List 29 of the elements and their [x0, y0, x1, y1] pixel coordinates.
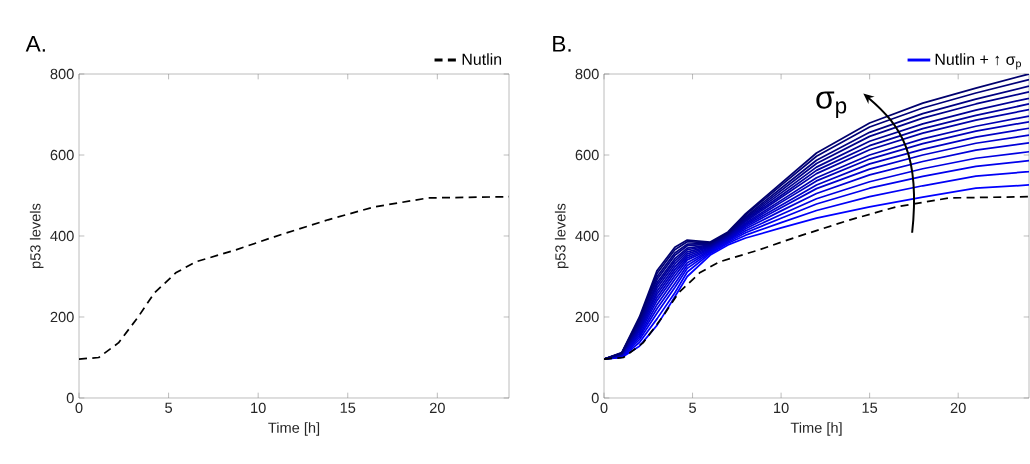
y-tick-label: 800 — [50, 68, 74, 80]
x-tick-label: 0 — [75, 402, 83, 414]
y-tick-label: 0 — [591, 392, 599, 404]
y-tick-label: 800 — [575, 68, 599, 80]
x-tick-label: 20 — [950, 402, 966, 414]
legend-label: Nutlin — [462, 53, 502, 65]
x-tick-label: 5 — [689, 402, 696, 413]
x-tick-label: 15 — [862, 402, 878, 413]
x-tick-label: 0 — [600, 402, 608, 414]
y-tick-label: 200 — [50, 311, 74, 323]
annotation: σ$_{p}$ — [816, 91, 847, 118]
x-tick-label: 10 — [774, 402, 789, 414]
y-axis-title: p53 levels — [554, 203, 569, 268]
legend-label: Nutlin + ↑ σ$_{p}$ — [935, 53, 1021, 70]
y-tick-label: 400 — [50, 230, 74, 242]
chart-title: B. — [553, 36, 571, 52]
x-tick-label: 15 — [340, 402, 356, 413]
x-axis-title: Time [h] — [268, 422, 320, 436]
x-tick-label: 20 — [429, 402, 445, 414]
y-tick-label: 200 — [575, 311, 599, 323]
y-tick-label: 400 — [575, 230, 599, 242]
y-tick-label: 600 — [50, 149, 74, 161]
x-axis-title: Time [h] — [790, 422, 842, 436]
x-tick-label: 10 — [251, 402, 266, 414]
y-tick-label: 0 — [66, 392, 74, 404]
y-axis-title: p53 levels — [29, 203, 44, 268]
y-tick-label: 600 — [575, 149, 599, 161]
x-tick-label: 5 — [165, 402, 173, 413]
chart-title: A. — [25, 36, 45, 52]
